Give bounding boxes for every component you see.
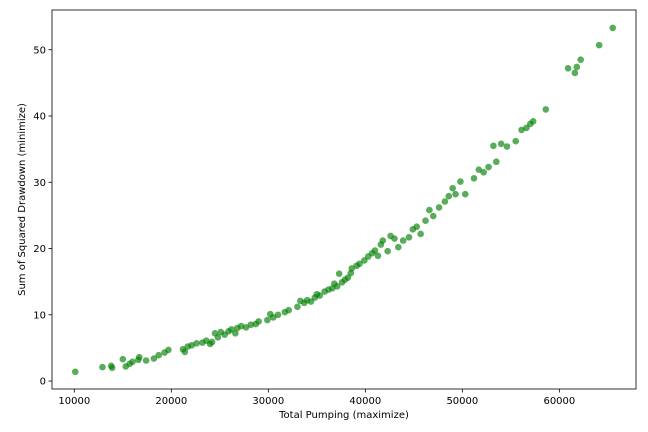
data-point	[529, 118, 537, 125]
x-tick-label: 10000	[58, 396, 90, 407]
data-point	[165, 346, 172, 354]
data-point	[595, 41, 603, 49]
data-point	[108, 364, 116, 372]
x-tick-label: 40000	[349, 396, 381, 407]
x-axis-label: Total Pumping (maximize)	[278, 410, 409, 421]
data-point	[470, 175, 478, 182]
plot-frame	[51, 9, 637, 390]
data-point	[571, 69, 579, 77]
data-point	[577, 56, 584, 63]
data-point	[490, 142, 497, 150]
data-point	[333, 283, 341, 290]
data-point	[480, 169, 487, 176]
data-point	[193, 339, 200, 347]
data-point	[348, 265, 356, 272]
y-tick-label: 10	[33, 310, 46, 321]
data-point	[294, 303, 301, 311]
data-point	[356, 260, 363, 268]
y-tick-label: 20	[33, 244, 46, 255]
data-point	[269, 314, 277, 321]
data-point	[422, 217, 429, 224]
data-point	[316, 292, 324, 299]
x-tick-label: 50000	[446, 396, 478, 407]
data-point	[335, 270, 343, 278]
data-point	[255, 318, 262, 325]
data-point	[399, 237, 407, 244]
data-point	[391, 235, 398, 242]
data-point	[573, 63, 581, 71]
y-tick-label: 30	[33, 178, 46, 189]
y-tick-label: 40	[33, 112, 46, 123]
data-point	[435, 204, 443, 211]
data-point	[512, 137, 520, 145]
data-point	[264, 316, 271, 324]
data-point	[405, 233, 413, 241]
y-tick-label: 50	[33, 45, 46, 56]
data-point	[129, 358, 136, 366]
data-point	[542, 106, 550, 113]
data-point	[493, 158, 500, 166]
data-point	[429, 212, 437, 220]
data-point	[181, 348, 189, 356]
data-point	[485, 163, 492, 171]
data-point	[417, 230, 424, 238]
data-point	[371, 247, 379, 254]
data-point	[285, 306, 293, 314]
data-point	[449, 184, 456, 192]
y-tick-label: 0	[40, 377, 46, 388]
data-point	[242, 324, 250, 331]
data-point	[99, 363, 106, 371]
data-point	[119, 355, 127, 363]
data-point	[136, 353, 143, 361]
data-point	[247, 321, 255, 329]
y-axis-label: Sum of Squared Drawdown (minimize)	[17, 103, 28, 296]
data-point	[214, 334, 222, 341]
data-point	[461, 190, 469, 198]
data-point	[374, 252, 382, 260]
x-tick-label: 20000	[155, 396, 187, 407]
data-point	[475, 166, 483, 173]
data-point	[379, 237, 387, 244]
data-point	[457, 178, 464, 185]
data-point	[445, 192, 453, 200]
data-point	[384, 247, 391, 255]
data-point	[413, 223, 421, 230]
data-point	[142, 357, 150, 364]
data-point	[426, 206, 433, 214]
points-layer	[71, 24, 617, 376]
data-point	[503, 143, 511, 150]
data-point	[208, 338, 216, 346]
data-point	[395, 243, 402, 251]
data-point	[232, 330, 239, 337]
data-point	[441, 198, 449, 205]
y-axis-ticks: 0 10 20 30 40 50	[33, 45, 52, 388]
data-point	[274, 311, 282, 319]
data-point	[452, 190, 459, 198]
data-point	[155, 351, 163, 359]
data-point	[609, 24, 617, 32]
x-tick-label: 60000	[543, 396, 575, 407]
x-axis-ticks: 10000 20000 30000 40000 50000 60000	[58, 389, 575, 407]
x-tick-label: 30000	[252, 396, 284, 407]
data-point	[497, 140, 505, 148]
data-point	[564, 65, 572, 72]
data-point	[71, 368, 79, 376]
data-point	[150, 355, 158, 362]
